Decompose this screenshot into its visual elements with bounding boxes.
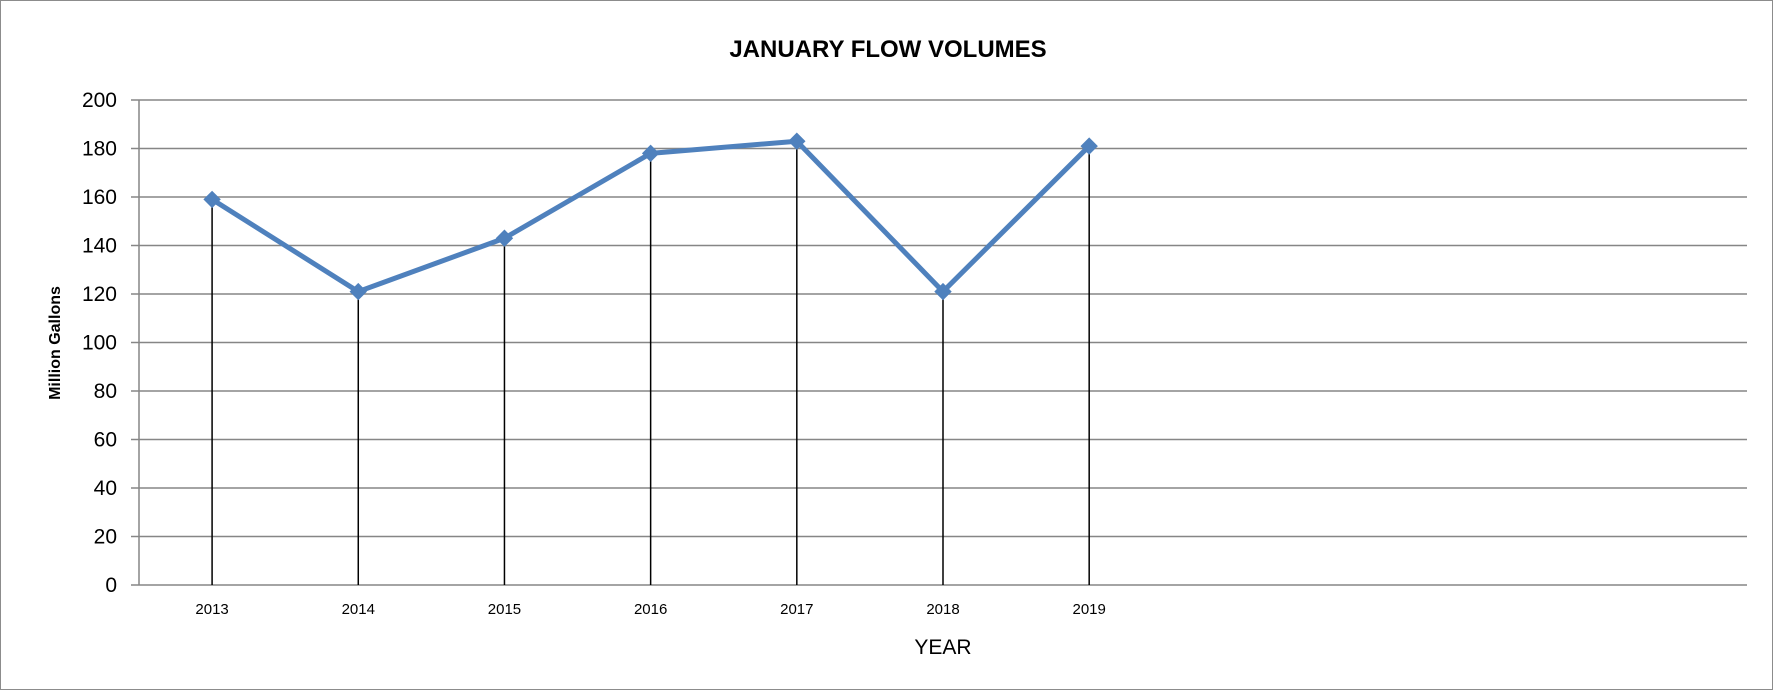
y-tick-label: 180	[82, 138, 117, 161]
data-point	[934, 282, 952, 301]
x-tick-label: 2015	[488, 601, 521, 618]
data-point	[1080, 137, 1098, 155]
drop-lines	[211, 141, 1090, 585]
data-point	[203, 190, 221, 209]
y-tick-label: 140	[82, 235, 117, 258]
chart-title: JANUARY FLOW VOLUMES	[729, 36, 1046, 63]
x-tick-label: 2016	[634, 601, 667, 618]
x-tick-labels: 2013 2014 2015 2016 2017 2018 2019	[195, 601, 1105, 618]
series-layer	[203, 132, 1098, 301]
x-tick-label: 2014	[342, 601, 375, 618]
y-tick-label: 40	[94, 477, 117, 500]
y-tick-label: 120	[82, 283, 117, 306]
y-tick-label: 0	[105, 574, 117, 597]
data-point	[641, 144, 660, 163]
y-axis-title: Million Gallons	[47, 286, 64, 400]
data-point	[788, 132, 806, 150]
data-point	[495, 229, 514, 247]
data-point	[349, 282, 367, 301]
x-tick-label: 2018	[926, 601, 959, 618]
y-tick-labels: 0 20 40 60 80 100 120 140 160 180 200	[82, 89, 117, 597]
x-axis-title: YEAR	[914, 636, 971, 659]
y-tick-label: 200	[82, 89, 117, 112]
y-tick-label: 100	[82, 332, 117, 355]
x-tick-label: 2019	[1072, 601, 1105, 618]
x-tick-label: 2017	[780, 601, 813, 618]
y-tick-label: 160	[82, 186, 117, 209]
y-tick-label: 60	[94, 429, 117, 452]
y-tick-label: 80	[94, 380, 117, 403]
x-tick-label: 2013	[195, 601, 228, 618]
y-tick-label: 20	[94, 526, 117, 549]
